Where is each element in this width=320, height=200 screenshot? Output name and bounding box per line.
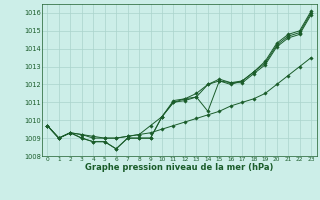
X-axis label: Graphe pression niveau de la mer (hPa): Graphe pression niveau de la mer (hPa) — [85, 163, 273, 172]
